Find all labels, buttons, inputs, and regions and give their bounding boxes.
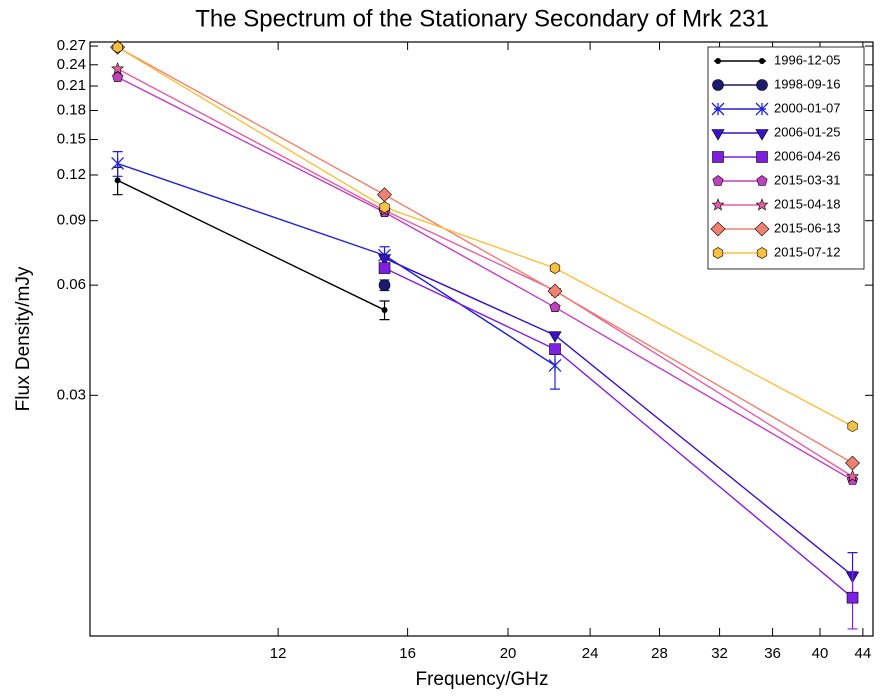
y-tick-label: 0.12 bbox=[57, 166, 86, 183]
data-point bbox=[845, 455, 860, 471]
legend-label: 2015-06-13 bbox=[774, 220, 841, 235]
y-tick-label: 0.18 bbox=[57, 101, 86, 118]
data-point bbox=[114, 177, 121, 184]
data-point bbox=[378, 262, 391, 274]
data-point bbox=[549, 262, 561, 274]
legend-marker bbox=[756, 175, 768, 186]
series-line bbox=[384, 257, 853, 577]
legend-marker bbox=[715, 58, 721, 64]
x-tick-label: 44 bbox=[855, 645, 872, 662]
legend-marker bbox=[754, 221, 770, 237]
legend-marker bbox=[759, 58, 765, 64]
data-point bbox=[548, 331, 562, 343]
legend-label: 1996-12-05 bbox=[774, 52, 841, 67]
legend-label: 2015-03-31 bbox=[774, 172, 841, 187]
data-point bbox=[112, 71, 124, 82]
y-tick-label: 0.24 bbox=[57, 56, 86, 73]
chart-title: The Spectrum of the Stationary Secondary… bbox=[195, 5, 769, 32]
x-tick-label: 40 bbox=[812, 645, 829, 662]
legend-marker bbox=[712, 175, 724, 186]
legend-marker bbox=[756, 79, 768, 91]
legend-label: 2015-07-12 bbox=[774, 244, 841, 259]
data-point bbox=[378, 279, 391, 291]
y-tick-label: 0.03 bbox=[57, 386, 86, 403]
y-tick-label: 0.21 bbox=[57, 77, 86, 94]
data-point bbox=[112, 41, 123, 54]
legend-marker bbox=[712, 79, 724, 91]
legend-label: 2006-04-26 bbox=[774, 148, 841, 163]
series-line bbox=[117, 179, 385, 311]
series-line bbox=[117, 46, 853, 427]
y-tick-label: 0.15 bbox=[57, 130, 86, 147]
series-line bbox=[117, 46, 853, 464]
x-tick-label: 32 bbox=[711, 645, 728, 662]
legend-marker bbox=[756, 151, 768, 163]
y-tick-label: 0.06 bbox=[57, 276, 86, 293]
x-axis-label: Frequency/GHz bbox=[415, 669, 548, 690]
data-point bbox=[111, 157, 125, 170]
legend-marker bbox=[755, 102, 769, 116]
data-point bbox=[379, 201, 390, 214]
data-point bbox=[846, 469, 859, 483]
x-tick-label: 28 bbox=[651, 645, 668, 662]
data-point bbox=[111, 61, 125, 75]
data-point bbox=[847, 420, 858, 433]
series-line bbox=[117, 76, 853, 481]
x-tick-label: 20 bbox=[500, 645, 517, 662]
data-point bbox=[381, 307, 388, 314]
legend-marker bbox=[710, 221, 726, 237]
legend-marker bbox=[711, 102, 725, 116]
y-tick-label: 0.09 bbox=[57, 212, 86, 229]
plot-frame bbox=[89, 41, 874, 637]
series-line bbox=[117, 162, 556, 367]
legend-box bbox=[707, 46, 865, 270]
legend-label: 2015-04-18 bbox=[774, 196, 841, 211]
legend-marker bbox=[711, 129, 725, 141]
data-point bbox=[377, 254, 392, 266]
data-point bbox=[549, 343, 561, 355]
data-point bbox=[549, 301, 561, 313]
x-tick-label: 36 bbox=[764, 645, 781, 662]
legend-marker bbox=[712, 247, 724, 259]
legend-marker bbox=[712, 151, 724, 163]
x-tick-label: 16 bbox=[399, 645, 416, 662]
data-point bbox=[846, 591, 859, 604]
legend-marker bbox=[756, 247, 768, 259]
data-point bbox=[547, 283, 563, 299]
legend-marker bbox=[755, 198, 769, 211]
legend-marker bbox=[711, 198, 725, 211]
data-point bbox=[548, 359, 562, 372]
legend-label: 1998-09-16 bbox=[774, 76, 841, 91]
legend-label: 2000-01-07 bbox=[774, 100, 841, 115]
legend-label: 2006-01-25 bbox=[774, 124, 841, 139]
series-line bbox=[117, 68, 853, 478]
y-tick-label: 0.27 bbox=[57, 37, 86, 54]
x-tick-label: 12 bbox=[270, 645, 287, 662]
legend-marker bbox=[755, 129, 769, 141]
data-point bbox=[377, 187, 392, 203]
y-axis-label: Flux Density/mJy bbox=[13, 266, 34, 411]
x-tick-label: 24 bbox=[582, 645, 599, 662]
